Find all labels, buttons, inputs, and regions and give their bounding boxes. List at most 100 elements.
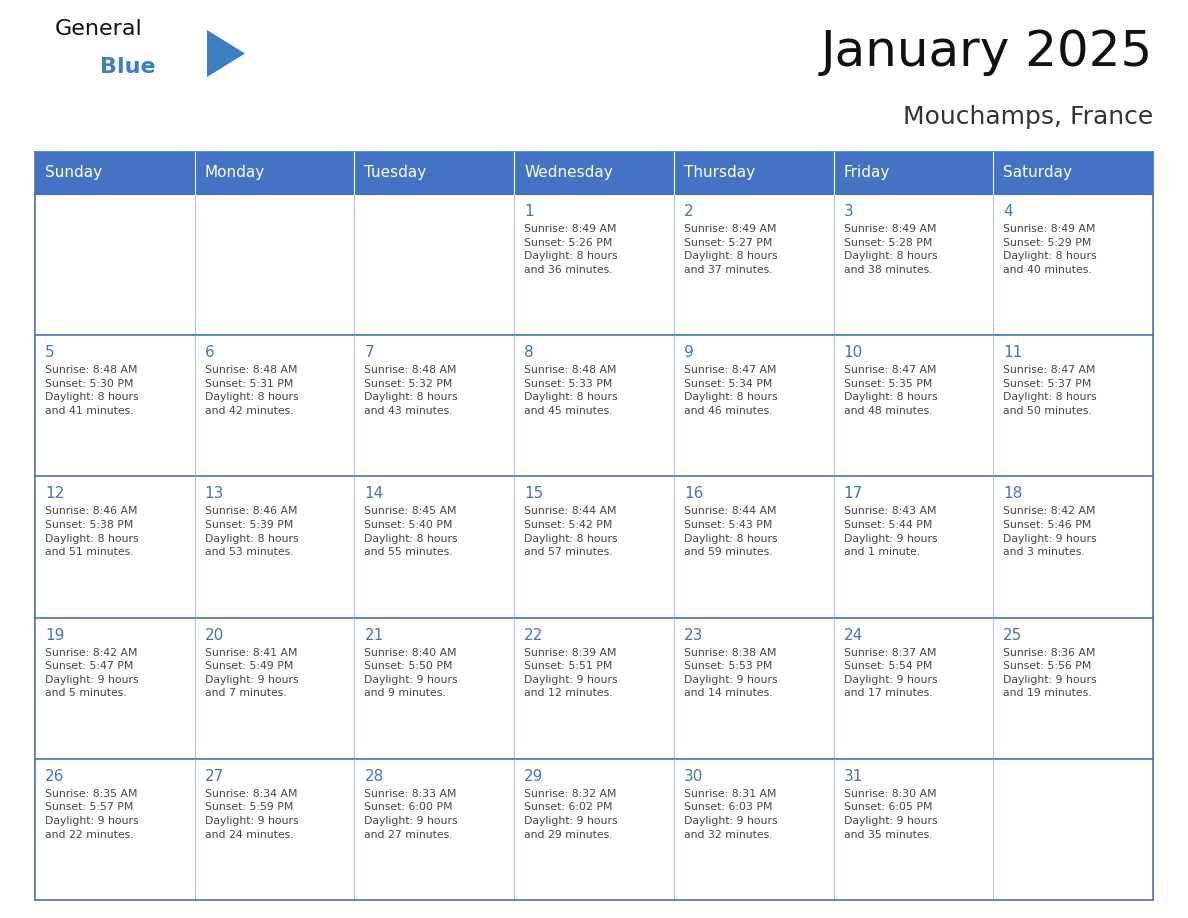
Text: Sunrise: 8:46 AM
Sunset: 5:38 PM
Daylight: 8 hours
and 51 minutes.: Sunrise: 8:46 AM Sunset: 5:38 PM Dayligh… <box>45 507 139 557</box>
Text: 17: 17 <box>843 487 862 501</box>
Text: Friday: Friday <box>843 165 890 181</box>
Text: Blue: Blue <box>100 57 156 77</box>
Bar <box>674 335 834 476</box>
Text: Saturday: Saturday <box>1004 165 1073 181</box>
Text: 7: 7 <box>365 345 374 360</box>
Bar <box>34 618 195 759</box>
Text: Sunrise: 8:47 AM
Sunset: 5:37 PM
Daylight: 8 hours
and 50 minutes.: Sunrise: 8:47 AM Sunset: 5:37 PM Dayligh… <box>1004 365 1097 416</box>
Bar <box>195 476 354 618</box>
Text: Sunrise: 8:42 AM
Sunset: 5:46 PM
Daylight: 9 hours
and 3 minutes.: Sunrise: 8:42 AM Sunset: 5:46 PM Dayligh… <box>1004 507 1097 557</box>
Text: 21: 21 <box>365 628 384 643</box>
Text: Thursday: Thursday <box>684 165 756 181</box>
Bar <box>514 476 674 618</box>
Text: Sunrise: 8:48 AM
Sunset: 5:31 PM
Daylight: 8 hours
and 42 minutes.: Sunrise: 8:48 AM Sunset: 5:31 PM Dayligh… <box>204 365 298 416</box>
Text: 28: 28 <box>365 768 384 784</box>
Text: Sunday: Sunday <box>45 165 102 181</box>
Text: 26: 26 <box>45 768 64 784</box>
Bar <box>195 759 354 900</box>
Text: Sunrise: 8:36 AM
Sunset: 5:56 PM
Daylight: 9 hours
and 19 minutes.: Sunrise: 8:36 AM Sunset: 5:56 PM Dayligh… <box>1004 647 1097 699</box>
Text: 22: 22 <box>524 628 543 643</box>
Bar <box>34 335 195 476</box>
Bar <box>34 759 195 900</box>
Bar <box>354 476 514 618</box>
Text: 9: 9 <box>684 345 694 360</box>
Text: 13: 13 <box>204 487 225 501</box>
Bar <box>514 335 674 476</box>
Text: Sunrise: 8:34 AM
Sunset: 5:59 PM
Daylight: 9 hours
and 24 minutes.: Sunrise: 8:34 AM Sunset: 5:59 PM Dayligh… <box>204 789 298 840</box>
Text: 2: 2 <box>684 204 694 219</box>
Text: 11: 11 <box>1004 345 1023 360</box>
Bar <box>195 618 354 759</box>
Bar <box>354 618 514 759</box>
Text: Sunrise: 8:43 AM
Sunset: 5:44 PM
Daylight: 9 hours
and 1 minute.: Sunrise: 8:43 AM Sunset: 5:44 PM Dayligh… <box>843 507 937 557</box>
Bar <box>674 476 834 618</box>
Text: Sunrise: 8:44 AM
Sunset: 5:43 PM
Daylight: 8 hours
and 59 minutes.: Sunrise: 8:44 AM Sunset: 5:43 PM Dayligh… <box>684 507 777 557</box>
Text: Sunrise: 8:46 AM
Sunset: 5:39 PM
Daylight: 8 hours
and 53 minutes.: Sunrise: 8:46 AM Sunset: 5:39 PM Dayligh… <box>204 507 298 557</box>
Bar <box>993 335 1154 476</box>
Text: 6: 6 <box>204 345 215 360</box>
Text: Sunrise: 8:38 AM
Sunset: 5:53 PM
Daylight: 9 hours
and 14 minutes.: Sunrise: 8:38 AM Sunset: 5:53 PM Dayligh… <box>684 647 777 699</box>
Text: 20: 20 <box>204 628 225 643</box>
Text: 15: 15 <box>524 487 543 501</box>
Text: Sunrise: 8:35 AM
Sunset: 5:57 PM
Daylight: 9 hours
and 22 minutes.: Sunrise: 8:35 AM Sunset: 5:57 PM Dayligh… <box>45 789 139 840</box>
Text: Wednesday: Wednesday <box>524 165 613 181</box>
Text: Sunrise: 8:44 AM
Sunset: 5:42 PM
Daylight: 8 hours
and 57 minutes.: Sunrise: 8:44 AM Sunset: 5:42 PM Dayligh… <box>524 507 618 557</box>
Text: Sunrise: 8:48 AM
Sunset: 5:32 PM
Daylight: 8 hours
and 43 minutes.: Sunrise: 8:48 AM Sunset: 5:32 PM Dayligh… <box>365 365 459 416</box>
Text: Sunrise: 8:47 AM
Sunset: 5:34 PM
Daylight: 8 hours
and 46 minutes.: Sunrise: 8:47 AM Sunset: 5:34 PM Dayligh… <box>684 365 777 416</box>
Text: Sunrise: 8:49 AM
Sunset: 5:29 PM
Daylight: 8 hours
and 40 minutes.: Sunrise: 8:49 AM Sunset: 5:29 PM Dayligh… <box>1004 224 1097 274</box>
Bar <box>993 194 1154 335</box>
Text: Sunrise: 8:48 AM
Sunset: 5:30 PM
Daylight: 8 hours
and 41 minutes.: Sunrise: 8:48 AM Sunset: 5:30 PM Dayligh… <box>45 365 139 416</box>
Bar <box>834 476 993 618</box>
Text: Sunrise: 8:39 AM
Sunset: 5:51 PM
Daylight: 9 hours
and 12 minutes.: Sunrise: 8:39 AM Sunset: 5:51 PM Dayligh… <box>524 647 618 699</box>
Text: 18: 18 <box>1004 487 1023 501</box>
Text: Sunrise: 8:37 AM
Sunset: 5:54 PM
Daylight: 9 hours
and 17 minutes.: Sunrise: 8:37 AM Sunset: 5:54 PM Dayligh… <box>843 647 937 699</box>
Text: 3: 3 <box>843 204 853 219</box>
Text: Sunrise: 8:42 AM
Sunset: 5:47 PM
Daylight: 9 hours
and 5 minutes.: Sunrise: 8:42 AM Sunset: 5:47 PM Dayligh… <box>45 647 139 699</box>
Text: 8: 8 <box>524 345 533 360</box>
Bar <box>34 476 195 618</box>
Text: 23: 23 <box>684 628 703 643</box>
Bar <box>514 618 674 759</box>
Text: 5: 5 <box>45 345 55 360</box>
Text: 25: 25 <box>1004 628 1023 643</box>
Text: Sunrise: 8:30 AM
Sunset: 6:05 PM
Daylight: 9 hours
and 35 minutes.: Sunrise: 8:30 AM Sunset: 6:05 PM Dayligh… <box>843 789 937 840</box>
Text: Mouchamps, France: Mouchamps, France <box>903 105 1154 129</box>
Bar <box>34 152 1154 194</box>
Text: Sunrise: 8:49 AM
Sunset: 5:28 PM
Daylight: 8 hours
and 38 minutes.: Sunrise: 8:49 AM Sunset: 5:28 PM Dayligh… <box>843 224 937 274</box>
Bar <box>834 194 993 335</box>
Bar <box>993 476 1154 618</box>
Text: 1: 1 <box>524 204 533 219</box>
Text: 27: 27 <box>204 768 225 784</box>
Text: 19: 19 <box>45 628 64 643</box>
Text: Sunrise: 8:45 AM
Sunset: 5:40 PM
Daylight: 8 hours
and 55 minutes.: Sunrise: 8:45 AM Sunset: 5:40 PM Dayligh… <box>365 507 459 557</box>
Text: 30: 30 <box>684 768 703 784</box>
Bar <box>834 618 993 759</box>
Text: Sunrise: 8:48 AM
Sunset: 5:33 PM
Daylight: 8 hours
and 45 minutes.: Sunrise: 8:48 AM Sunset: 5:33 PM Dayligh… <box>524 365 618 416</box>
Text: Sunrise: 8:40 AM
Sunset: 5:50 PM
Daylight: 9 hours
and 9 minutes.: Sunrise: 8:40 AM Sunset: 5:50 PM Dayligh… <box>365 647 459 699</box>
Text: Monday: Monday <box>204 165 265 181</box>
Polygon shape <box>207 30 245 77</box>
Bar <box>993 618 1154 759</box>
Bar <box>514 759 674 900</box>
Text: 14: 14 <box>365 487 384 501</box>
Bar <box>674 194 834 335</box>
Text: January 2025: January 2025 <box>821 28 1154 76</box>
Text: 31: 31 <box>843 768 862 784</box>
Text: 29: 29 <box>524 768 544 784</box>
Text: Sunrise: 8:49 AM
Sunset: 5:27 PM
Daylight: 8 hours
and 37 minutes.: Sunrise: 8:49 AM Sunset: 5:27 PM Dayligh… <box>684 224 777 274</box>
Text: General: General <box>55 19 143 39</box>
Bar <box>354 759 514 900</box>
Text: Sunrise: 8:33 AM
Sunset: 6:00 PM
Daylight: 9 hours
and 27 minutes.: Sunrise: 8:33 AM Sunset: 6:00 PM Dayligh… <box>365 789 459 840</box>
Bar <box>834 759 993 900</box>
Bar <box>354 194 514 335</box>
Bar <box>834 335 993 476</box>
Text: Sunrise: 8:47 AM
Sunset: 5:35 PM
Daylight: 8 hours
and 48 minutes.: Sunrise: 8:47 AM Sunset: 5:35 PM Dayligh… <box>843 365 937 416</box>
Text: Tuesday: Tuesday <box>365 165 426 181</box>
Text: 24: 24 <box>843 628 862 643</box>
Bar <box>195 335 354 476</box>
Bar <box>34 194 195 335</box>
Text: 12: 12 <box>45 487 64 501</box>
Bar <box>674 759 834 900</box>
Text: 4: 4 <box>1004 204 1013 219</box>
Bar <box>514 194 674 335</box>
